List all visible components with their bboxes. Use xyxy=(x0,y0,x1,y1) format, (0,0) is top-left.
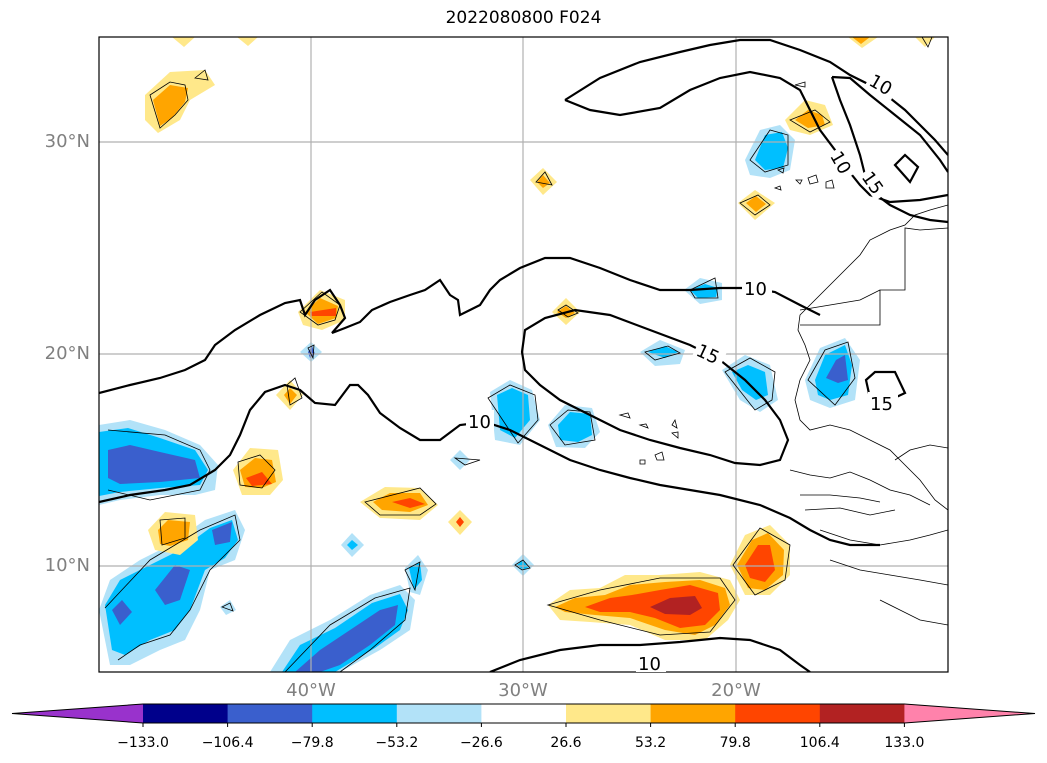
colorbar-tick-label: 79.8 xyxy=(719,735,751,751)
warm-blob-top-small xyxy=(172,37,935,48)
colorbar-tick-label: 26.6 xyxy=(550,735,582,751)
contour-lines xyxy=(99,38,948,672)
contour-label: 10 xyxy=(638,654,661,675)
colorbar-tick-label: 106.4 xyxy=(799,735,840,751)
colorbar-segment xyxy=(650,704,736,723)
small-blobs xyxy=(148,100,860,576)
colorbar-tick-label: −26.6 xyxy=(459,735,503,751)
map-frame xyxy=(98,36,949,673)
colorbar-tick-label: −79.8 xyxy=(290,735,334,751)
map-title: 2022080800 F024 xyxy=(445,8,602,28)
colorbar-tick-label: 53.2 xyxy=(635,735,667,751)
contour-label: 10 xyxy=(468,412,491,433)
colorbar-tick-label: −133.0 xyxy=(117,735,169,751)
colorbar-tick-label: −53.2 xyxy=(375,735,419,751)
colorbar-tick-label: −106.4 xyxy=(201,735,254,751)
colorbar-segment xyxy=(566,704,652,723)
lat-label-10n: 10°N xyxy=(44,555,90,576)
colorbar-segment xyxy=(227,704,313,723)
colorbar-segment xyxy=(735,704,821,723)
colorbar-extend-low xyxy=(12,704,143,723)
colorbar-tick-label: 133.0 xyxy=(884,735,925,751)
colorbar-extend-high xyxy=(904,704,1035,723)
contour-label: 15 xyxy=(870,394,893,415)
colorbar xyxy=(11,703,1036,727)
contour-label: 10 xyxy=(744,279,767,300)
colorbar-segment xyxy=(396,704,482,723)
lat-label-30n: 30°N xyxy=(44,131,90,152)
colorbar-segment xyxy=(819,704,905,723)
colorbar-segment xyxy=(312,704,398,723)
warm-blob-south xyxy=(548,525,790,640)
cold-blob-west xyxy=(99,420,218,505)
colorbar-segment xyxy=(143,704,229,723)
lon-label-20w: 20°W xyxy=(711,680,761,701)
coastlines-and-borders xyxy=(104,37,948,672)
colorbar-segment xyxy=(481,704,567,723)
cold-blob-sw xyxy=(99,510,245,665)
lon-label-40w: 40°W xyxy=(286,680,336,701)
lon-label-30w: 30°W xyxy=(498,680,548,701)
contour-label-group: 10 10 10 15 15 10 15 10 xyxy=(466,67,901,675)
warm-blob-nw xyxy=(145,70,215,133)
lat-label-20n: 20°N xyxy=(44,343,90,364)
